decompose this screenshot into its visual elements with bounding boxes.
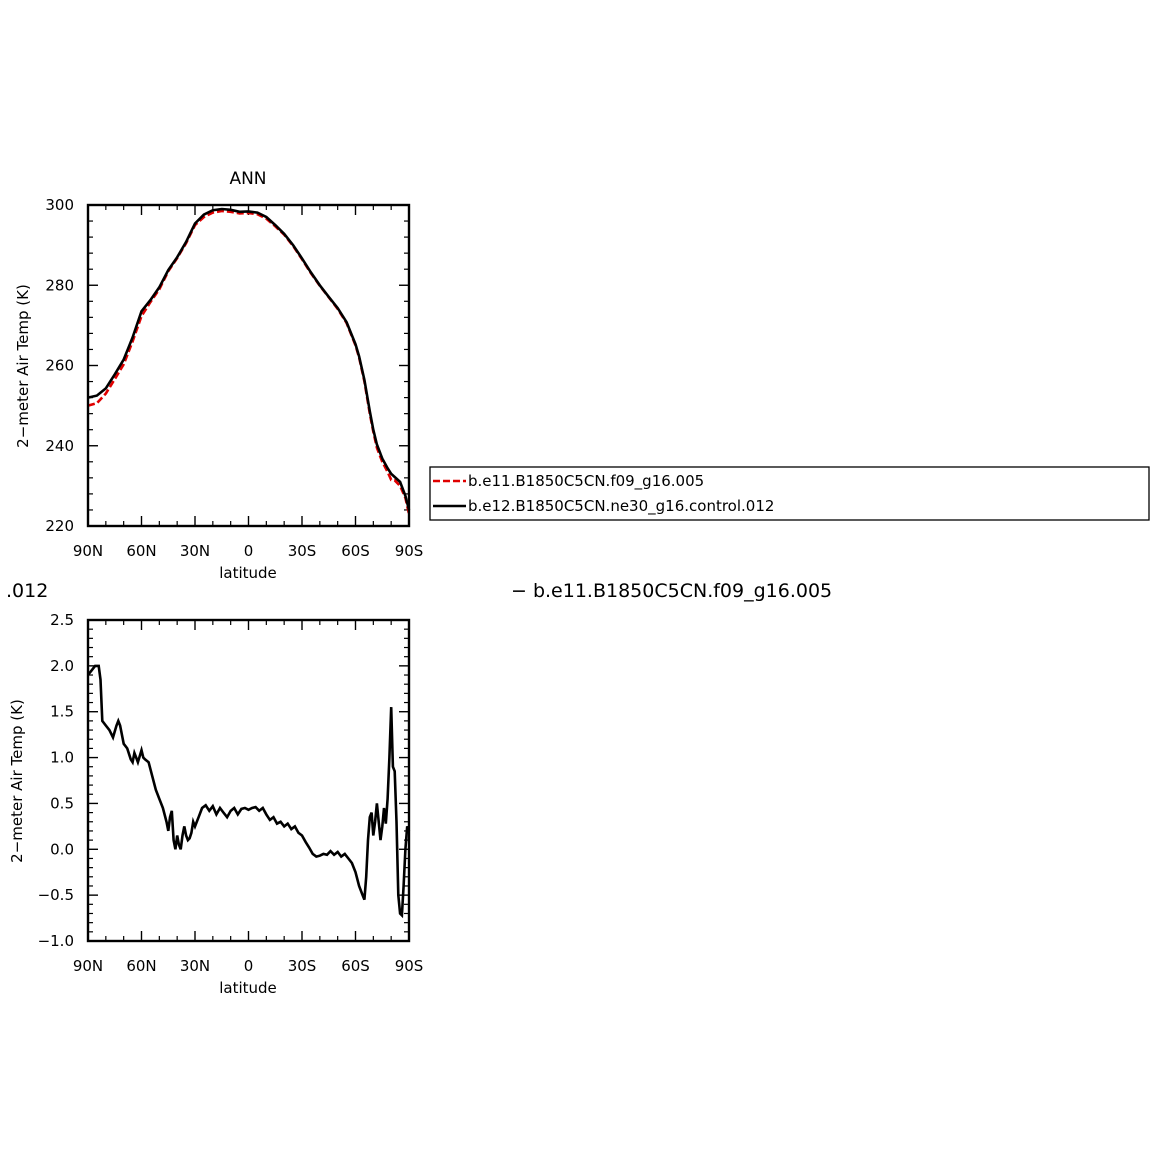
y-tick-label: 0.5: [50, 794, 74, 812]
y-tick-label: 240: [45, 437, 74, 455]
x-tick-label: 90S: [395, 542, 424, 560]
bottom-y-axis-label: 2−meter Air Temp (K): [8, 699, 26, 863]
y-tick-label: 1.5: [50, 703, 74, 721]
y-tick-label: 220: [45, 517, 74, 535]
top-panel: ANN 90N 60N 30N 0 30S 60S 90S 220 240 260 280 300 l…: [14, 169, 423, 582]
y-tick-label: 300: [45, 196, 74, 214]
x-tick-label: 90N: [73, 957, 103, 975]
bottom-header-right: − b.e11.B1850C5CN.f09_g16.005: [511, 580, 832, 602]
bottom-x-axis-label: latitude: [219, 979, 277, 997]
legend-label-red: b.e11.B1850C5CN.f09_g16.005: [468, 472, 704, 491]
x-tick-label: 30N: [180, 542, 210, 560]
bottom-header-left: .012: [6, 580, 48, 602]
top-y-axis-label: 2−meter Air Temp (K): [14, 284, 32, 448]
top-x-axis-label: latitude: [219, 564, 277, 582]
y-tick-label: 2.0: [50, 657, 74, 675]
y-tick-label: −1.0: [38, 932, 74, 950]
x-tick-label: 60N: [126, 957, 156, 975]
legend: b.e11.B1850C5CN.f09_g16.005 b.e12.B1850C…: [429, 466, 1150, 521]
top-axes-group: 90N 60N 30N 0 30S 60S 90S 220 240 260 280 300: [45, 196, 423, 560]
x-tick-label: 60N: [126, 542, 156, 560]
x-tick-label: 60S: [341, 542, 370, 560]
y-tick-label: 2.5: [50, 611, 74, 629]
x-tick-label: 90N: [73, 542, 103, 560]
x-tick-label: 30S: [288, 957, 317, 975]
x-tick-label: 30N: [180, 957, 210, 975]
bottom-series-difference-line: [86, 664, 411, 919]
legend-box: [429, 466, 1150, 521]
y-tick-label: 0.0: [50, 840, 74, 858]
bottom-panel: .012 − b.e11.B1850C5CN.f09_g16.005 90N 60…: [6, 580, 832, 997]
bottom-plot-frame: [86, 618, 411, 943]
y-tick-label: −0.5: [38, 886, 74, 904]
y-tick-label: 260: [45, 357, 74, 375]
legend-label-black: b.e12.B1850C5CN.ne30_g16.control.012: [468, 497, 774, 516]
x-tick-label: 60S: [341, 957, 370, 975]
x-tick-label: 30S: [288, 542, 317, 560]
x-tick-label: 0: [244, 957, 254, 975]
top-series-black-line: [87, 207, 411, 511]
x-tick-label: 0: [244, 542, 254, 560]
top-title: ANN: [229, 169, 266, 189]
top-plot-frame: [86, 203, 411, 528]
y-tick-label: 1.0: [50, 749, 74, 767]
x-tick-label: 90S: [395, 957, 424, 975]
y-tick-label: 280: [45, 276, 74, 294]
